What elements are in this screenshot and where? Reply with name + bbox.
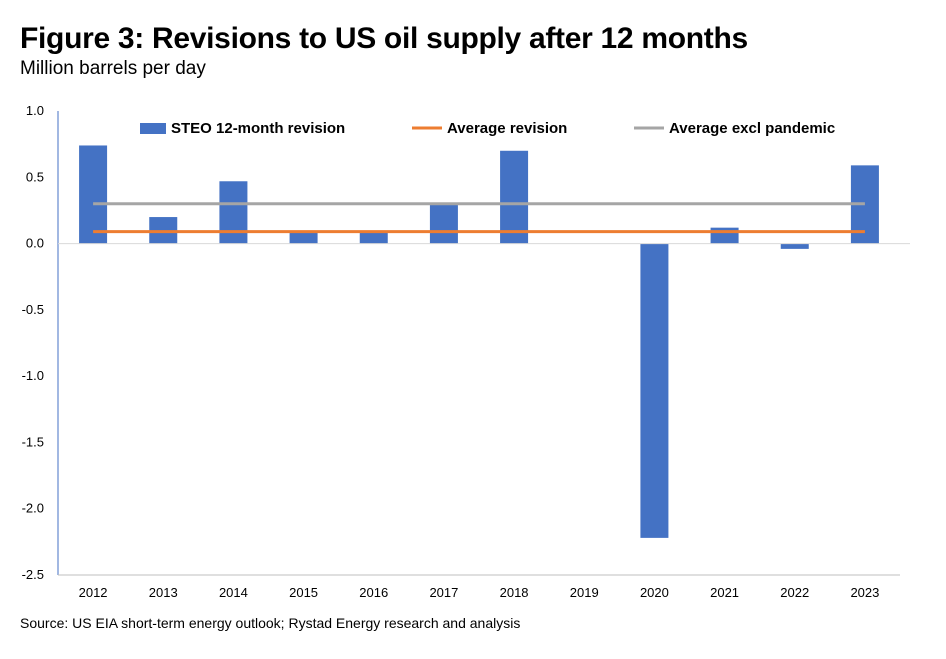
x-tick-label: 2019: [570, 585, 599, 600]
x-tick-label: 2012: [79, 585, 108, 600]
y-tick-label: 0.5: [26, 169, 44, 184]
y-tick-label: -2.0: [22, 501, 44, 516]
legend-item-steo-label: STEO 12-month revision: [171, 120, 345, 137]
bar-2012: [79, 145, 108, 244]
bar-2016: [359, 231, 388, 244]
chart-subtitle: Million barrels per day: [20, 58, 206, 79]
legend-item-average-excl-label: Average excl pandemic: [669, 120, 835, 137]
y-tick-label: 1.0: [26, 103, 44, 118]
legend-item-average-label: Average revision: [447, 120, 567, 137]
chart-title: Figure 3: Revisions to US oil supply aft…: [20, 22, 748, 55]
y-tick-label: -1.5: [22, 434, 44, 449]
x-tick-label: 2023: [850, 585, 879, 600]
x-tick-label: 2021: [710, 585, 739, 600]
y-tick-label: -0.5: [22, 302, 44, 317]
x-tick-label: 2018: [500, 585, 529, 600]
x-tick-label: 2020: [640, 585, 669, 600]
x-tick-label: 2022: [780, 585, 809, 600]
bar-2015: [289, 231, 318, 244]
legend-item-steo-swatch: [140, 123, 166, 134]
bar-2014: [219, 181, 248, 244]
y-tick-label: 0.0: [26, 236, 44, 251]
bar-2020: [640, 243, 669, 538]
lines-layer: [93, 202, 865, 234]
x-tick-label: 2014: [219, 585, 248, 600]
x-tick-label: 2015: [289, 585, 318, 600]
legend: STEO 12-month revision Average revision Av…: [140, 120, 835, 137]
x-tick-label: 2013: [149, 585, 178, 600]
bars-layer: [79, 145, 879, 538]
y-tick-label: -2.5: [22, 567, 44, 582]
bar-2021: [710, 227, 739, 244]
x-tick-label: 2017: [429, 585, 458, 600]
y-tick-label: -1.0: [22, 368, 44, 383]
x-tick-label: 2016: [359, 585, 388, 600]
bar-2017: [429, 203, 458, 244]
bar-2022: [780, 243, 809, 249]
source-note: Source: US EIA short-term energy outlook…: [20, 615, 521, 631]
bar-2018: [500, 150, 529, 244]
axes-layer: 1.0 0.5 0.0 -0.5 -1.0 -1.5 -2.0 -2.5 2012 2013 201…: [22, 103, 910, 600]
